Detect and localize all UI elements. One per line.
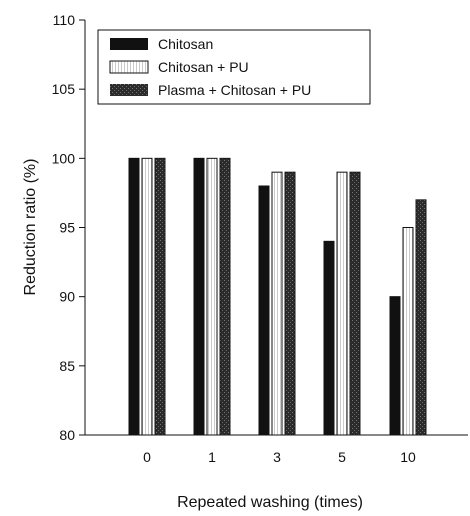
y-tick-label-110: 110 xyxy=(53,12,76,28)
y-tick-label-80: 80 xyxy=(59,427,75,443)
y-tick-label-85: 85 xyxy=(59,358,75,374)
bar-5-series-1 xyxy=(323,240,335,436)
bar-0-series-1 xyxy=(128,157,140,436)
x-tick-label-0: 0 xyxy=(143,449,151,465)
bar-3-series-3 xyxy=(284,171,296,436)
x-tick-label-5: 5 xyxy=(338,449,346,465)
y-axis-title: Reduction ratio (%) xyxy=(22,159,39,296)
bar-10-series-1 xyxy=(389,296,401,436)
bar-1-series-3 xyxy=(219,157,231,436)
bar-0-series-2 xyxy=(141,157,153,436)
legend: Chitosan Chitosan + PU Plasma + Chitosan… xyxy=(97,29,371,105)
x-axis-title: Repeated washing (times) xyxy=(177,494,363,511)
y-tick-label-100: 100 xyxy=(52,150,76,166)
bar-5-series-3 xyxy=(349,171,361,436)
legend-swatch-plasma-chitosan-pu xyxy=(110,84,148,96)
y-tick-label-90: 90 xyxy=(59,289,75,305)
bar-1-series-1 xyxy=(193,157,205,436)
legend-label-plasma-chitosan-pu: Plasma + Chitosan + PU xyxy=(158,82,311,98)
y-tick-label-95: 95 xyxy=(59,220,75,236)
bar-1-series-2 xyxy=(206,157,218,436)
y-tick-label-105: 105 xyxy=(52,81,76,97)
bar-10-series-2 xyxy=(402,227,414,436)
plot-area: 80 85 90 95 100 105 110 0 1 3 5 10 xyxy=(52,12,468,465)
bar-10-series-3 xyxy=(415,199,427,436)
legend-label-chitosan: Chitosan xyxy=(158,36,213,52)
x-tick-label-1: 1 xyxy=(208,449,216,465)
bar-3-series-1 xyxy=(258,185,270,436)
bar-0-series-3 xyxy=(154,157,166,436)
x-tick-label-10: 10 xyxy=(400,449,416,465)
x-tick-label-3: 3 xyxy=(273,449,281,465)
bar-5-series-2 xyxy=(336,171,348,436)
bar-3-series-2 xyxy=(271,171,283,436)
legend-swatch-chitosan-pu xyxy=(109,60,149,74)
legend-label-chitosan-pu: Chitosan + PU xyxy=(158,59,249,75)
legend-swatch-chitosan xyxy=(110,38,148,50)
